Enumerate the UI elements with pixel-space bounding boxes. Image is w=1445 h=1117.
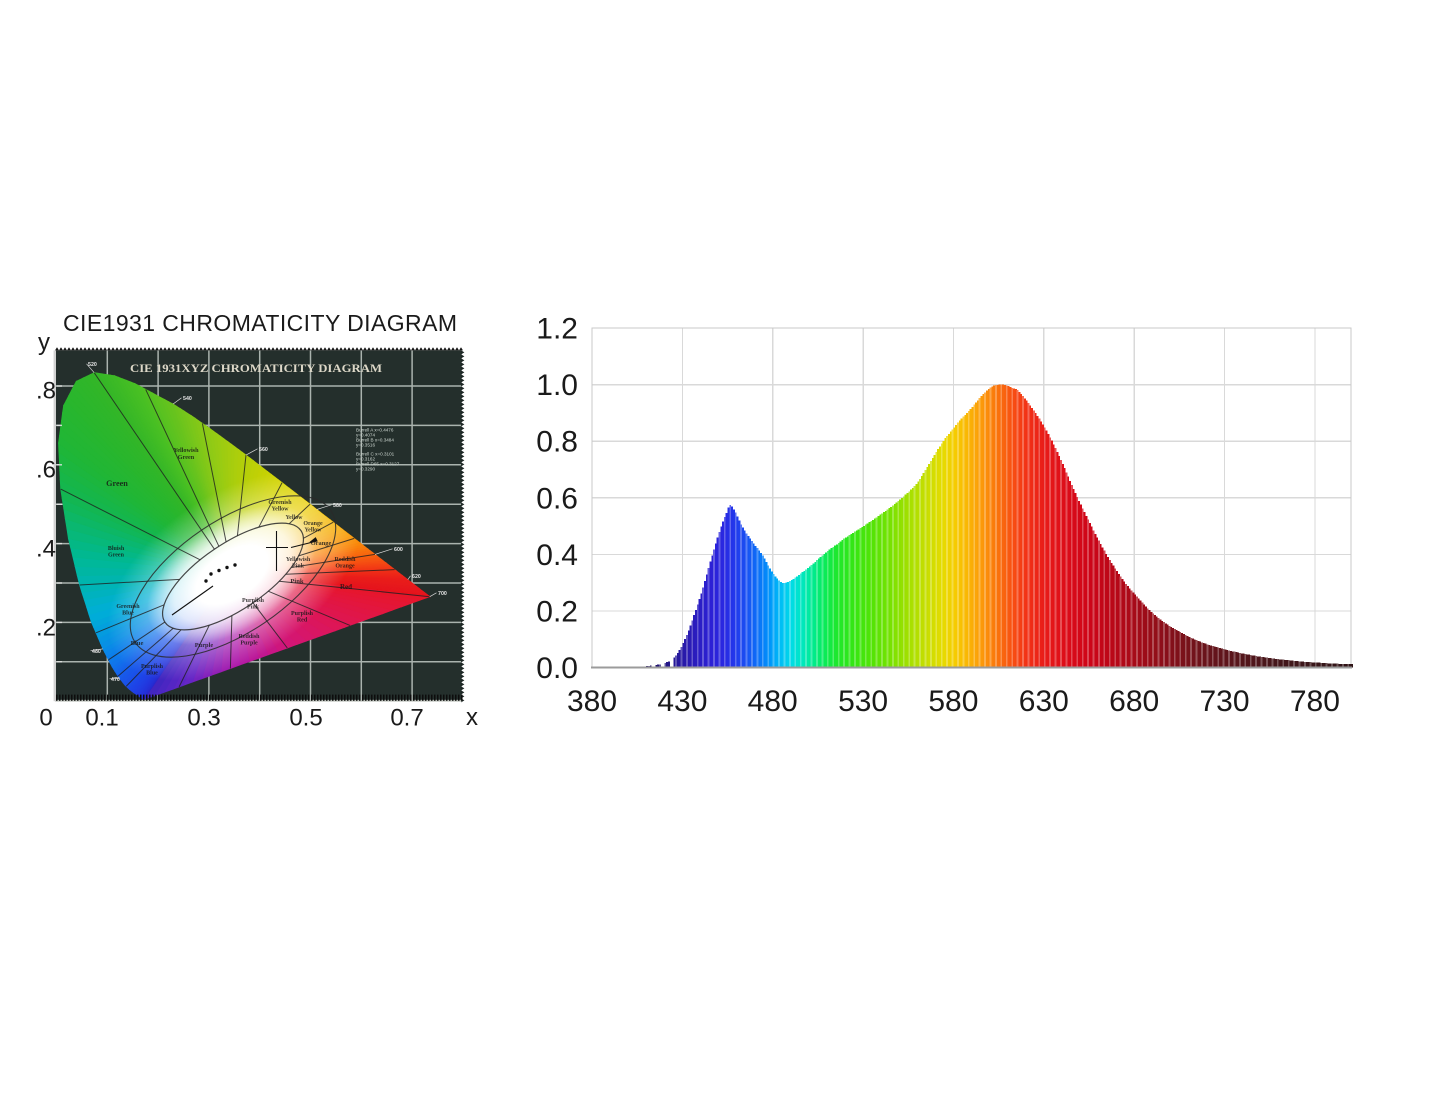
svg-text:0.0: 0.0	[536, 652, 578, 685]
svg-text:Purplish: Purplish	[141, 664, 164, 670]
svg-text:680: 680	[1109, 685, 1159, 718]
svg-text:y=0.3516: y=0.3516	[356, 443, 375, 448]
svg-text:Pink: Pink	[290, 578, 304, 585]
svg-text:Greenish: Greenish	[268, 500, 292, 506]
svg-text:0.6: 0.6	[536, 482, 578, 515]
svg-text:Orange: Orange	[311, 540, 332, 547]
svg-text:.8: .8	[36, 378, 56, 405]
svg-text:Burrell C x=0.3101: Burrell C x=0.3101	[356, 452, 395, 457]
svg-text:Blue: Blue	[146, 671, 158, 677]
svg-text:Yellowish: Yellowish	[286, 557, 311, 563]
svg-text:0.5: 0.5	[289, 705, 322, 732]
svg-text:520: 520	[88, 362, 97, 368]
svg-text:480: 480	[92, 649, 101, 655]
svg-text:Yellow: Yellow	[286, 515, 304, 521]
svg-text:Red: Red	[297, 618, 308, 624]
svg-text:Pink: Pink	[292, 564, 305, 570]
svg-text:530: 530	[838, 685, 888, 718]
svg-text:0.4: 0.4	[536, 539, 578, 572]
svg-text:Green: Green	[108, 553, 125, 559]
svg-text:y=0.3290: y=0.3290	[356, 467, 375, 472]
svg-text:Burrell B x=0.3484: Burrell B x=0.3484	[356, 438, 394, 443]
svg-text:470: 470	[111, 677, 120, 683]
svg-text:430: 430	[657, 685, 707, 718]
svg-text:CIE 1931XYZ CHROMATICITY DIAGR: CIE 1931XYZ CHROMATICITY DIAGRAM	[130, 361, 382, 375]
svg-text:Blue: Blue	[122, 611, 134, 617]
svg-text:Blue: Blue	[131, 640, 144, 647]
svg-text:Pink: Pink	[247, 605, 260, 611]
svg-text:y=0.3162: y=0.3162	[356, 457, 375, 462]
svg-text:Purple: Purple	[240, 641, 258, 647]
svg-text:580: 580	[928, 685, 978, 718]
svg-text:y=0.4074: y=0.4074	[356, 433, 375, 438]
svg-text:Purplish: Purplish	[291, 611, 314, 617]
svg-text:.2: .2	[36, 615, 56, 642]
svg-text:700: 700	[438, 591, 447, 597]
svg-text:Red: Red	[340, 583, 352, 591]
svg-text:0.2: 0.2	[536, 596, 578, 629]
svg-text:Reddish: Reddish	[238, 634, 260, 640]
svg-text:580: 580	[333, 503, 342, 509]
svg-text:480: 480	[748, 685, 798, 718]
svg-text:y: y	[38, 329, 50, 356]
svg-text:.6: .6	[36, 457, 56, 484]
svg-text:.4: .4	[36, 536, 56, 563]
svg-text:540: 540	[183, 396, 192, 402]
svg-text:0.3: 0.3	[187, 705, 220, 732]
svg-text:1.0: 1.0	[536, 369, 578, 402]
svg-text:Reddish: Reddish	[334, 557, 356, 563]
svg-text:0: 0	[39, 705, 52, 732]
svg-text:0.7: 0.7	[390, 705, 423, 732]
svg-text:620: 620	[412, 574, 421, 580]
svg-text:Purple: Purple	[195, 642, 214, 649]
svg-text:0.1: 0.1	[85, 705, 118, 732]
svg-text:Green: Green	[106, 479, 128, 488]
svg-text:Bluish: Bluish	[108, 546, 125, 552]
svg-text:Burrell A x=0.4476: Burrell A x=0.4476	[356, 428, 394, 433]
svg-text:Yellowish: Yellowish	[173, 447, 199, 454]
svg-text:0.8: 0.8	[536, 426, 578, 459]
svg-text:Burrell D65 x=0.3127: Burrell D65 x=0.3127	[356, 462, 400, 467]
svg-text:1.2: 1.2	[536, 313, 578, 346]
svg-text:Orange: Orange	[335, 564, 355, 570]
svg-text:380: 380	[567, 685, 617, 718]
svg-text:Green: Green	[178, 454, 195, 461]
svg-text:CIE1931 CHROMATICITY DIAGRAM: CIE1931 CHROMATICITY DIAGRAM	[63, 310, 457, 336]
svg-text:630: 630	[1019, 685, 1069, 718]
svg-text:Purplish: Purplish	[242, 598, 265, 604]
svg-text:Yellow: Yellow	[305, 528, 323, 534]
svg-text:600: 600	[394, 547, 403, 553]
svg-text:Orange: Orange	[303, 521, 323, 527]
svg-text:560: 560	[259, 447, 268, 453]
svg-text:x: x	[466, 704, 478, 731]
svg-text:Yellow: Yellow	[272, 507, 290, 513]
svg-text:Greenish: Greenish	[116, 604, 140, 610]
svg-text:780: 780	[1290, 685, 1340, 718]
svg-text:730: 730	[1199, 685, 1249, 718]
